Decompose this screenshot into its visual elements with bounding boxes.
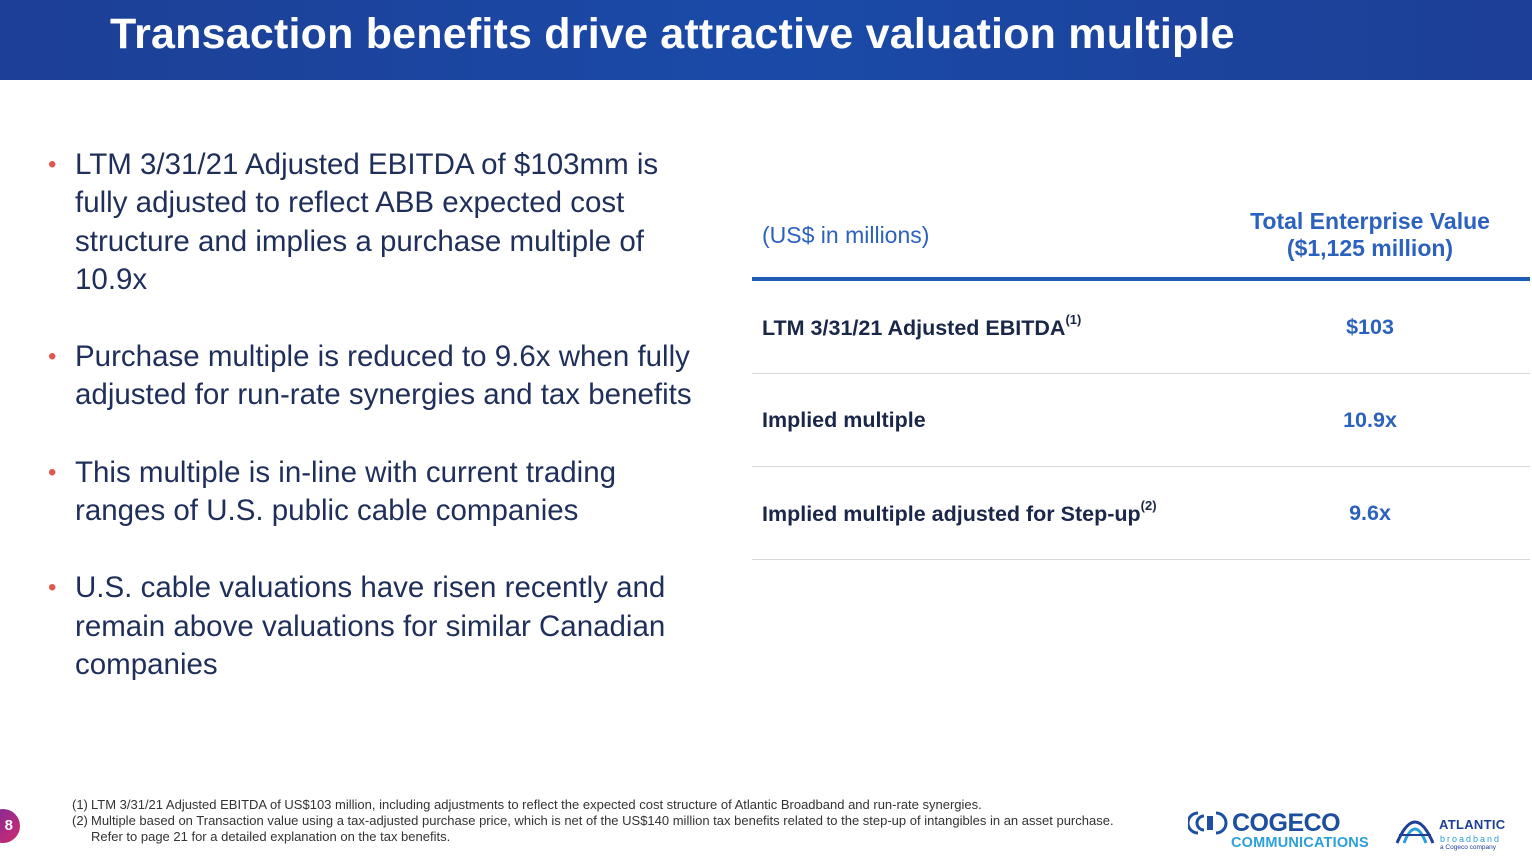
row-label-text: Implied multiple adjusted for Step-up (762, 502, 1141, 527)
page-number-badge: 8 (0, 809, 20, 843)
footnote-number: (1) (72, 797, 88, 812)
bullet-list: • LTM 3/31/21 Adjusted EBITDA of $103mm … (48, 146, 713, 723)
row-value: $103 (1346, 315, 1394, 339)
row-value: 9.6x (1349, 501, 1391, 525)
footnotes: (1) LTM 3/31/21 Adjusted EBITDA of US$10… (72, 797, 1142, 845)
table-row: Implied multiple adjusted for Step-up(2)… (752, 467, 1530, 560)
bullet-item: • LTM 3/31/21 Adjusted EBITDA of $103mm … (48, 146, 713, 299)
footnote: (2) Multiple based on Transaction value … (72, 813, 1142, 845)
footnote-text: LTM 3/31/21 Adjusted EBITDA of US$103 mi… (91, 797, 982, 812)
bullet-dot-icon: • (48, 574, 57, 602)
atlantic-name: ATLANTIC (1439, 817, 1506, 832)
bullet-item: • U.S. cable valuations have risen recen… (48, 569, 713, 684)
row-label: Implied multiple adjusted for Step-up(2) (762, 498, 1157, 527)
bullet-text: LTM 3/31/21 Adjusted EBITDA of $103mm is… (75, 148, 659, 296)
row-value: 10.9x (1343, 408, 1397, 432)
cogeco-subtitle: COMMUNICATIONS (1231, 835, 1369, 851)
bullet-text: U.S. cable valuations have risen recentl… (75, 571, 666, 681)
bullet-dot-icon: • (48, 458, 57, 486)
bullet-text: Purchase multiple is reduced to 9.6x whe… (75, 340, 692, 412)
cogeco-logo: COGECO COMMUNICATIONS (1188, 808, 1369, 854)
slide-title: Transaction benefits drive attractive va… (110, 10, 1235, 58)
row-label: LTM 3/31/21 Adjusted EBITDA(1) (762, 312, 1082, 341)
footnote-number: (2) (72, 813, 88, 828)
cogeco-name: COGECO (1232, 809, 1341, 837)
footnote-ref: (1) (1065, 312, 1082, 327)
column-header-line1: Total Enterprise Value (1250, 208, 1490, 234)
title-bar: Transaction benefits drive attractive va… (0, 0, 1532, 80)
table-header: (US$ in millions) Total Enterprise Value… (752, 195, 1530, 281)
row-label-text: Implied multiple (762, 408, 926, 432)
table-row: LTM 3/31/21 Adjusted EBITDA(1) $103 (752, 281, 1530, 374)
atlantic-tagline: a Cogeco company (1440, 844, 1497, 851)
column-header-line2: ($1,125 million) (1286, 235, 1454, 261)
atlantic-broadband-logo: ATLANTIC broadband a Cogeco company (1394, 808, 1514, 854)
atlantic-subtitle: broadband (1440, 834, 1502, 844)
row-label: Implied multiple (762, 408, 926, 433)
row-label-text: LTM 3/31/21 Adjusted EBITDA (762, 316, 1066, 341)
table-row: Implied multiple 10.9x (752, 374, 1530, 467)
column-header-tev: Total Enterprise Value ($1,125 million) (1220, 208, 1520, 262)
footnote: (1) LTM 3/31/21 Adjusted EBITDA of US$10… (72, 797, 1142, 813)
atlantic-arch-icon (1395, 820, 1435, 844)
footnote-ref: (2) (1140, 498, 1157, 513)
bullet-text: This multiple is in-line with current tr… (75, 455, 617, 528)
bullet-dot-icon: • (48, 151, 57, 178)
footnote-text: Multiple based on Transaction value usin… (91, 813, 1114, 844)
cogeco-mark-icon (1188, 811, 1228, 835)
bullet-item: • This multiple is in-line with current … (48, 454, 713, 531)
bullet-dot-icon: • (48, 343, 57, 371)
valuation-table: (US$ in millions) Total Enterprise Value… (752, 195, 1530, 560)
units-label: (US$ in millions) (762, 222, 930, 248)
bullet-item: • Purchase multiple is reduced to 9.6x w… (48, 338, 713, 415)
